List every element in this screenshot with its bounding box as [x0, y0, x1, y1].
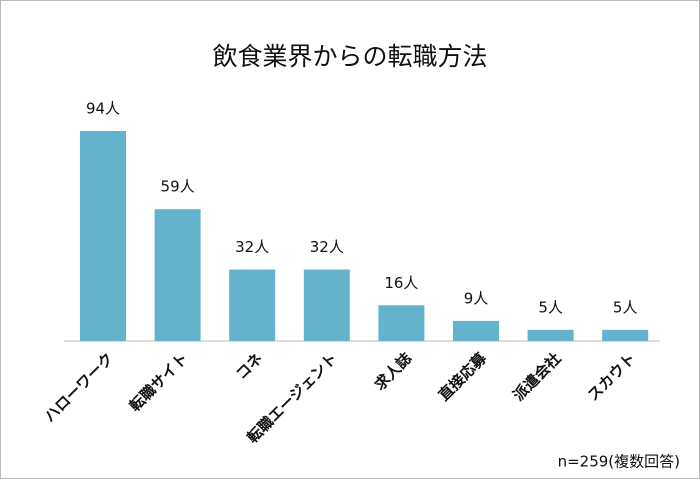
value-label: 5人	[538, 298, 563, 316]
bar	[602, 329, 649, 341]
value-label: 9人	[464, 289, 489, 307]
bar	[378, 305, 425, 341]
value-label: 94人	[86, 100, 120, 118]
bar	[303, 269, 350, 341]
value-label: 16人	[384, 274, 418, 292]
bar	[80, 131, 126, 341]
value-label: 5人	[613, 298, 638, 316]
value-label: 32人	[310, 238, 344, 256]
bar	[527, 329, 574, 341]
bar	[453, 320, 499, 341]
value-label: 32人	[235, 238, 269, 256]
annotation: n=259(複数回答)	[558, 453, 680, 471]
bar	[154, 209, 201, 341]
value-label: 59人	[161, 178, 195, 196]
bar	[229, 269, 276, 341]
chart-title: 飲食業界からの転職方法	[212, 42, 487, 71]
